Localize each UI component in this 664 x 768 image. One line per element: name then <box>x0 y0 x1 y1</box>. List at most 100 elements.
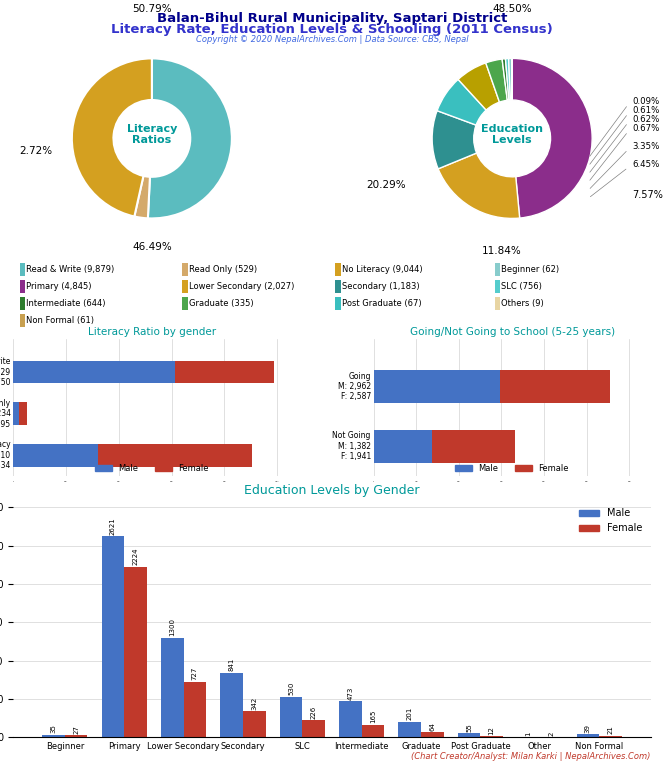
Wedge shape <box>502 58 509 101</box>
Bar <box>20 263 25 276</box>
Text: Literacy Rate, Education Levels & Schooling (2011 Census): Literacy Rate, Education Levels & School… <box>111 23 553 36</box>
Text: No Literacy (9,044): No Literacy (9,044) <box>342 265 422 274</box>
Text: 473: 473 <box>347 687 353 700</box>
Text: 0.62%: 0.62% <box>632 115 659 124</box>
Text: Post Graduate (67): Post Graduate (67) <box>342 299 422 308</box>
Bar <box>599 736 622 737</box>
Bar <box>182 280 187 293</box>
Bar <box>374 430 432 463</box>
Text: 201: 201 <box>407 707 413 720</box>
Text: Primary (4,845): Primary (4,845) <box>26 282 92 291</box>
Bar <box>335 263 341 276</box>
Text: 165: 165 <box>370 710 376 723</box>
Bar <box>13 360 175 383</box>
Bar <box>13 402 19 425</box>
Text: 46.49%: 46.49% <box>132 243 172 253</box>
Bar <box>243 711 266 737</box>
Text: Read & Write (9,879): Read & Write (9,879) <box>26 265 114 274</box>
Title: Going/Not Going to School (5-25 years): Going/Not Going to School (5-25 years) <box>410 326 615 336</box>
Text: Intermediate (644): Intermediate (644) <box>26 299 106 308</box>
Text: 2: 2 <box>548 731 554 736</box>
Text: 6.45%: 6.45% <box>632 161 659 170</box>
Bar <box>374 370 500 403</box>
Bar <box>500 370 610 403</box>
Bar <box>161 637 183 737</box>
Text: 50.79%: 50.79% <box>132 5 172 15</box>
Text: 7.57%: 7.57% <box>632 190 663 200</box>
Legend: Male, Female: Male, Female <box>452 461 572 476</box>
Bar <box>335 280 341 293</box>
Bar <box>220 673 243 737</box>
Text: Copyright © 2020 NepalArchives.Com | Data Source: CBS, Nepal: Copyright © 2020 NepalArchives.Com | Dat… <box>196 35 468 45</box>
Text: (Chart Creator/Analyst: Milan Karki | NepalArchives.Com): (Chart Creator/Analyst: Milan Karki | Ne… <box>411 752 651 761</box>
Bar <box>495 263 500 276</box>
Bar <box>98 444 252 467</box>
Text: SLC (756): SLC (756) <box>501 282 542 291</box>
Bar <box>20 313 25 327</box>
Bar <box>42 735 65 737</box>
Text: 530: 530 <box>288 682 294 695</box>
Legend: Male, Female: Male, Female <box>92 461 212 476</box>
Text: 342: 342 <box>251 697 257 710</box>
Wedge shape <box>505 58 511 100</box>
Wedge shape <box>148 58 232 218</box>
Bar <box>339 701 362 737</box>
Text: Graduate (335): Graduate (335) <box>189 299 254 308</box>
Legend: Male, Female: Male, Female <box>576 505 646 538</box>
Wedge shape <box>134 176 150 218</box>
Bar <box>280 697 302 737</box>
Text: 0.09%: 0.09% <box>632 98 659 107</box>
Wedge shape <box>438 153 520 218</box>
Text: Non Formal (61): Non Formal (61) <box>26 316 94 325</box>
Bar <box>20 296 25 310</box>
Bar <box>458 733 481 737</box>
Text: 2224: 2224 <box>133 548 139 565</box>
Wedge shape <box>458 63 499 110</box>
Bar <box>302 720 325 737</box>
Bar <box>183 681 206 737</box>
Text: 39: 39 <box>585 724 591 733</box>
Text: 35: 35 <box>50 724 56 733</box>
Bar <box>576 734 599 737</box>
Bar <box>19 402 27 425</box>
Bar <box>432 430 515 463</box>
Text: 727: 727 <box>192 667 198 680</box>
Wedge shape <box>432 111 477 169</box>
Bar <box>13 444 98 467</box>
Bar <box>398 722 421 737</box>
Wedge shape <box>512 58 592 218</box>
Text: Others (9): Others (9) <box>501 299 544 308</box>
Text: 20.29%: 20.29% <box>367 180 406 190</box>
Text: 226: 226 <box>311 705 317 719</box>
Bar <box>421 733 444 737</box>
Text: 21: 21 <box>608 726 614 734</box>
Text: 0.67%: 0.67% <box>632 124 659 134</box>
Wedge shape <box>486 59 507 102</box>
Text: 55: 55 <box>466 723 472 732</box>
Text: 3.35%: 3.35% <box>632 142 659 151</box>
Bar <box>175 360 274 383</box>
Text: Secondary (1,183): Secondary (1,183) <box>342 282 419 291</box>
Text: 27: 27 <box>73 725 79 734</box>
Text: Lower Secondary (2,027): Lower Secondary (2,027) <box>189 282 294 291</box>
Text: 1300: 1300 <box>169 618 175 637</box>
Bar <box>182 263 187 276</box>
Wedge shape <box>437 79 486 125</box>
Title: Education Levels by Gender: Education Levels by Gender <box>244 484 420 497</box>
Text: 48.50%: 48.50% <box>492 5 532 15</box>
Bar <box>495 296 500 310</box>
Bar <box>182 296 187 310</box>
Text: 12: 12 <box>489 726 495 735</box>
Text: 1: 1 <box>525 731 531 736</box>
Text: Balan-Bihul Rural Municipality, Saptari District: Balan-Bihul Rural Municipality, Saptari … <box>157 12 507 25</box>
Text: Read Only (529): Read Only (529) <box>189 265 257 274</box>
Wedge shape <box>509 58 512 100</box>
Bar <box>102 537 124 737</box>
Text: 64: 64 <box>430 722 436 731</box>
Text: 0.61%: 0.61% <box>632 107 659 115</box>
Text: Education
Levels: Education Levels <box>481 124 543 145</box>
Bar <box>20 280 25 293</box>
Wedge shape <box>72 58 152 217</box>
Text: 841: 841 <box>228 658 234 671</box>
Text: Beginner (62): Beginner (62) <box>501 265 559 274</box>
